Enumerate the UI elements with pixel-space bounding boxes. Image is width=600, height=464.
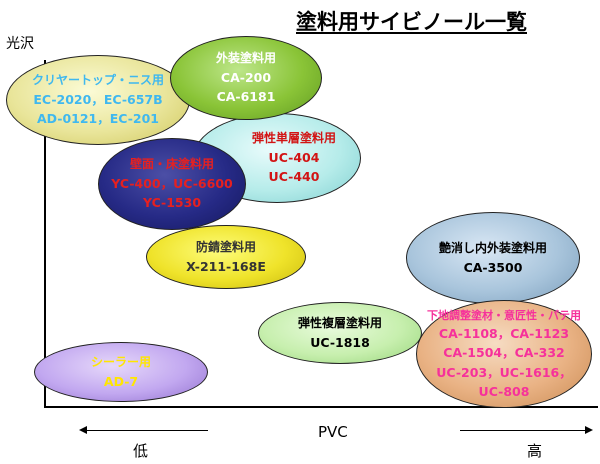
product-line: UC-1818 [310, 334, 370, 350]
y-axis-line [44, 60, 46, 408]
x-axis-line [44, 406, 598, 408]
product-line: CA-1504，CA-332 [443, 345, 565, 361]
group-name: 艶消し内外装塗料用 [438, 241, 547, 256]
group-name: シーラー用 [90, 355, 151, 370]
product-line: CA-1108，CA-1123 [438, 325, 570, 341]
product-line: YC-400，UC-6600 [111, 175, 233, 191]
ellipse-elastic-multi-layer: 弾性複層塗料用 UC-1818 [258, 302, 422, 364]
product-line: CA-6181 [216, 89, 276, 105]
x-axis-low-label: 低 [133, 442, 149, 460]
ellipse-wall-floor-paint: 壁面・床塗料用 YC-400，UC-6600 YC-1530 [98, 138, 246, 230]
product-line: YC-1530 [142, 195, 202, 211]
group-name: 下地調整塗材・意匠性・パテ用 [427, 308, 581, 322]
ellipse-base-adjustment-putty: 下地調整塗材・意匠性・パテ用 CA-1108，CA-1123 CA-1504，C… [416, 300, 592, 408]
group-name: 外装塗料用 [215, 51, 276, 66]
product-line: CA-200 [220, 69, 272, 85]
ellipse-sealer: シーラー用 AD-7 [34, 342, 208, 402]
product-line: UC-440 [268, 169, 320, 185]
ellipse-anticorrosion-paint: 防錆塗料用 X-211-168E [146, 225, 306, 289]
y-axis-label: 光沢 [6, 36, 34, 52]
ellipse-clear-top-varnish: クリヤートップ・ニス用 EC-2020，EC-657B AD-0121，EC-2… [6, 55, 190, 145]
arrow-right-icon [460, 426, 593, 434]
product-line: CA-3500 [463, 259, 523, 275]
product-line: UC-404 [268, 149, 320, 165]
group-name: 弾性単層塗料用 [251, 131, 336, 146]
product-line: EC-2020，EC-657B [33, 91, 163, 107]
group-name: 防錆塗料用 [195, 240, 256, 255]
ellipse-exterior-paint: 外装塗料用 CA-200 CA-6181 [170, 36, 322, 120]
page-title: 塗料用サイビノール一覧 [296, 10, 527, 34]
ellipse-matte-interior-exterior: 艶消し内外装塗料用 CA-3500 [406, 212, 580, 304]
product-line: UC-203，UC-1616， [436, 364, 572, 380]
arrow-left-icon [79, 426, 208, 434]
product-line: X-211-168E [186, 258, 266, 274]
x-axis-high-label: 高 [527, 442, 543, 460]
x-axis-label: PVC [318, 423, 348, 441]
product-line: AD-7 [103, 373, 139, 389]
product-line: UC-808 [478, 383, 530, 399]
group-name: クリヤートップ・ニス用 [31, 73, 164, 88]
group-name: 壁面・床塗料用 [129, 157, 214, 172]
group-name: 弾性複層塗料用 [297, 316, 382, 331]
product-line: AD-0121，EC-201 [36, 111, 160, 127]
